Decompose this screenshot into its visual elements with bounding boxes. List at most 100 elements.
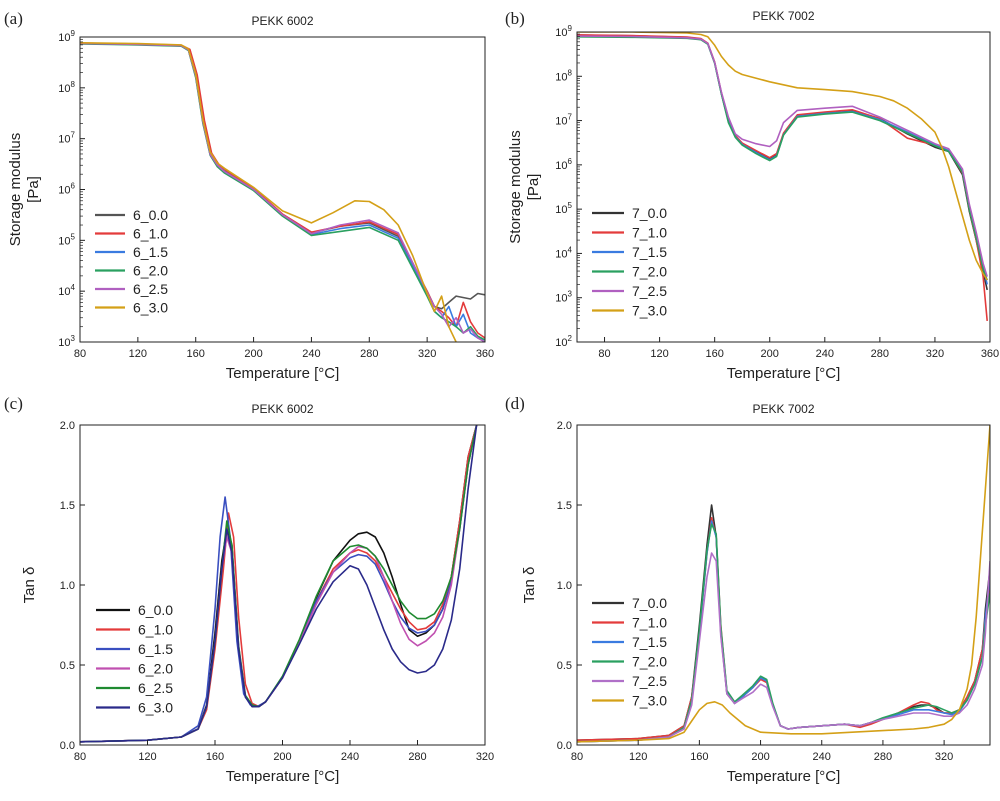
legend-entry-7_2.5: 7_2.5: [632, 283, 667, 299]
y-axis-label: Storage modulus[Pa]: [7, 133, 42, 246]
legend-entry-6_2.5: 6_2.5: [133, 281, 168, 297]
y-tick-label: 103: [58, 334, 75, 349]
x-tick-label: 360: [476, 348, 494, 360]
plot-frame: [79, 424, 486, 746]
legend-entry-6_1.5: 6_1.5: [138, 641, 173, 657]
x-tick-label: 120: [138, 751, 156, 763]
x-tick-label: 160: [705, 348, 723, 360]
chart-panel-1: (b) PEKK 7002 80 120 160 200 240 280 320 360 102 10…: [505, 9, 999, 382]
legend-entry-7_2.0: 7_2.0: [632, 654, 667, 670]
x-tick-label: 320: [926, 348, 944, 360]
y-tick-label: 104: [555, 245, 572, 260]
x-tick-label: 240: [816, 348, 834, 360]
y-tick-label: 104: [58, 283, 75, 298]
series-line-7_3.0: [577, 425, 990, 743]
y-tick-label: 2.0: [557, 420, 572, 432]
legend: 6_0.0 6_1.0 6_1.5 6_2.0 6_2.5 6_3.0: [96, 602, 173, 716]
chart-title: PEKK 7002: [752, 402, 814, 416]
y-axis-label: Storage modulus[Pa]: [507, 130, 542, 243]
series-line-7_2.5: [577, 35, 988, 277]
x-axis-label: Temperature [°C]: [226, 768, 340, 785]
y-tick-label: 109: [555, 24, 572, 39]
chart-panel-0: (a) PEKK 6002 80 120 160 200 240 280 320 360 103 10…: [4, 9, 494, 382]
x-tick-label: 80: [74, 348, 86, 360]
y-tick-label: 105: [555, 201, 572, 216]
legend: 7_0.0 7_1.0 7_1.5 7_2.0 7_2.5 7_3.0: [592, 595, 667, 709]
x-tick-label: 240: [302, 348, 320, 360]
legend: 6_0.0 6_1.0 6_1.5 6_2.0 6_2.5 6_3.0: [95, 207, 168, 316]
x-tick-label: 280: [874, 751, 892, 763]
x-tick-label: 240: [341, 751, 359, 763]
series-line-6_1.0: [80, 425, 478, 743]
series-line-6_3.0: [80, 425, 478, 743]
x-tick-label: 320: [935, 751, 953, 763]
y-tick-label: 0.5: [60, 660, 75, 672]
x-axis-label: Temperature [°C]: [727, 768, 841, 785]
panel-label: (c): [4, 394, 23, 413]
y-tick-label: 105: [58, 232, 75, 247]
x-tick-label: 200: [244, 348, 262, 360]
y-tick-label: 1.0: [557, 580, 572, 592]
legend: 7_0.0 7_1.0 7_1.5 7_2.0 7_2.5 7_3.0: [592, 205, 667, 319]
x-tick-label: 120: [629, 751, 647, 763]
chart-panel-2: (c) PEKK 6002 80 120 160 200 240 280 320 0.0 0.5 1.…: [4, 394, 494, 785]
y-axis-label: Tan δ: [521, 567, 538, 604]
legend-entry-7_0.0: 7_0.0: [632, 595, 667, 611]
x-tick-label: 280: [360, 348, 378, 360]
legend-entry-7_1.5: 7_1.5: [632, 244, 667, 260]
panel-label: (b): [505, 9, 525, 28]
series-line-6_2.5: [80, 42, 485, 342]
x-tick-label: 120: [129, 348, 147, 360]
legend-entry-6_2.0: 6_2.0: [133, 263, 168, 279]
x-axis-label: Temperature [°C]: [226, 365, 340, 382]
y-tick-label: 107: [555, 113, 572, 128]
legend-entry-7_2.0: 7_2.0: [632, 264, 667, 280]
x-tick-label: 200: [273, 751, 291, 763]
chart-panel-3: (d) PEKK 7002 80 120 160 200 240 280 320 0.0 0.5 1.…: [505, 394, 991, 785]
legend-entry-6_0.0: 6_0.0: [133, 207, 168, 223]
x-tick-label: 360: [981, 348, 999, 360]
y-tick-label: 0.0: [557, 740, 572, 752]
y-tick-label: 2.0: [60, 420, 75, 432]
legend-entry-6_1.0: 6_1.0: [138, 622, 173, 638]
y-tick-label: 1.0: [60, 580, 75, 592]
y-tick-label: 0.0: [60, 740, 75, 752]
legend-entry-6_2.0: 6_2.0: [138, 661, 173, 677]
x-tick-label: 320: [418, 348, 436, 360]
chart-title: PEKK 7002: [752, 9, 814, 23]
plot-frame: [576, 31, 991, 343]
legend-entry-6_1.5: 6_1.5: [133, 244, 168, 260]
series-line-7_1.5: [577, 520, 990, 743]
series-line-7_2.5: [577, 552, 990, 743]
legend-entry-7_0.0: 7_0.0: [632, 205, 667, 221]
x-tick-label: 240: [813, 751, 831, 763]
legend-entry-6_3.0: 6_3.0: [133, 300, 168, 316]
series-line-7_3.0: [577, 32, 988, 281]
legend-entry-7_1.0: 7_1.0: [632, 615, 667, 631]
y-tick-label: 106: [58, 182, 75, 197]
legend-entry-6_2.5: 6_2.5: [138, 680, 173, 696]
x-tick-label: 160: [187, 348, 205, 360]
x-tick-label: 320: [476, 751, 494, 763]
legend-entry-6_0.0: 6_0.0: [138, 602, 173, 618]
x-tick-label: 200: [761, 348, 779, 360]
series-line-6_3.0: [80, 42, 457, 342]
y-tick-label: 108: [58, 80, 75, 95]
chart-title: PEKK 6002: [251, 14, 313, 28]
x-tick-label: 160: [690, 751, 708, 763]
x-tick-label: 80: [598, 348, 610, 360]
legend-entry-6_3.0: 6_3.0: [138, 700, 173, 716]
x-tick-label: 120: [650, 348, 668, 360]
y-tick-label: 109: [58, 29, 75, 44]
legend-entry-6_1.0: 6_1.0: [133, 226, 168, 242]
y-axis-label: Tan δ: [21, 567, 38, 604]
legend-entry-7_3.0: 7_3.0: [632, 303, 667, 319]
panel-label: (a): [4, 9, 23, 28]
y-tick-label: 0.5: [557, 660, 572, 672]
y-tick-label: 1.5: [60, 500, 75, 512]
x-axis-label: Temperature [°C]: [727, 365, 841, 382]
y-tick-label: 102: [555, 334, 572, 349]
y-tick-label: 107: [58, 131, 75, 146]
y-tick-label: 108: [555, 68, 572, 83]
